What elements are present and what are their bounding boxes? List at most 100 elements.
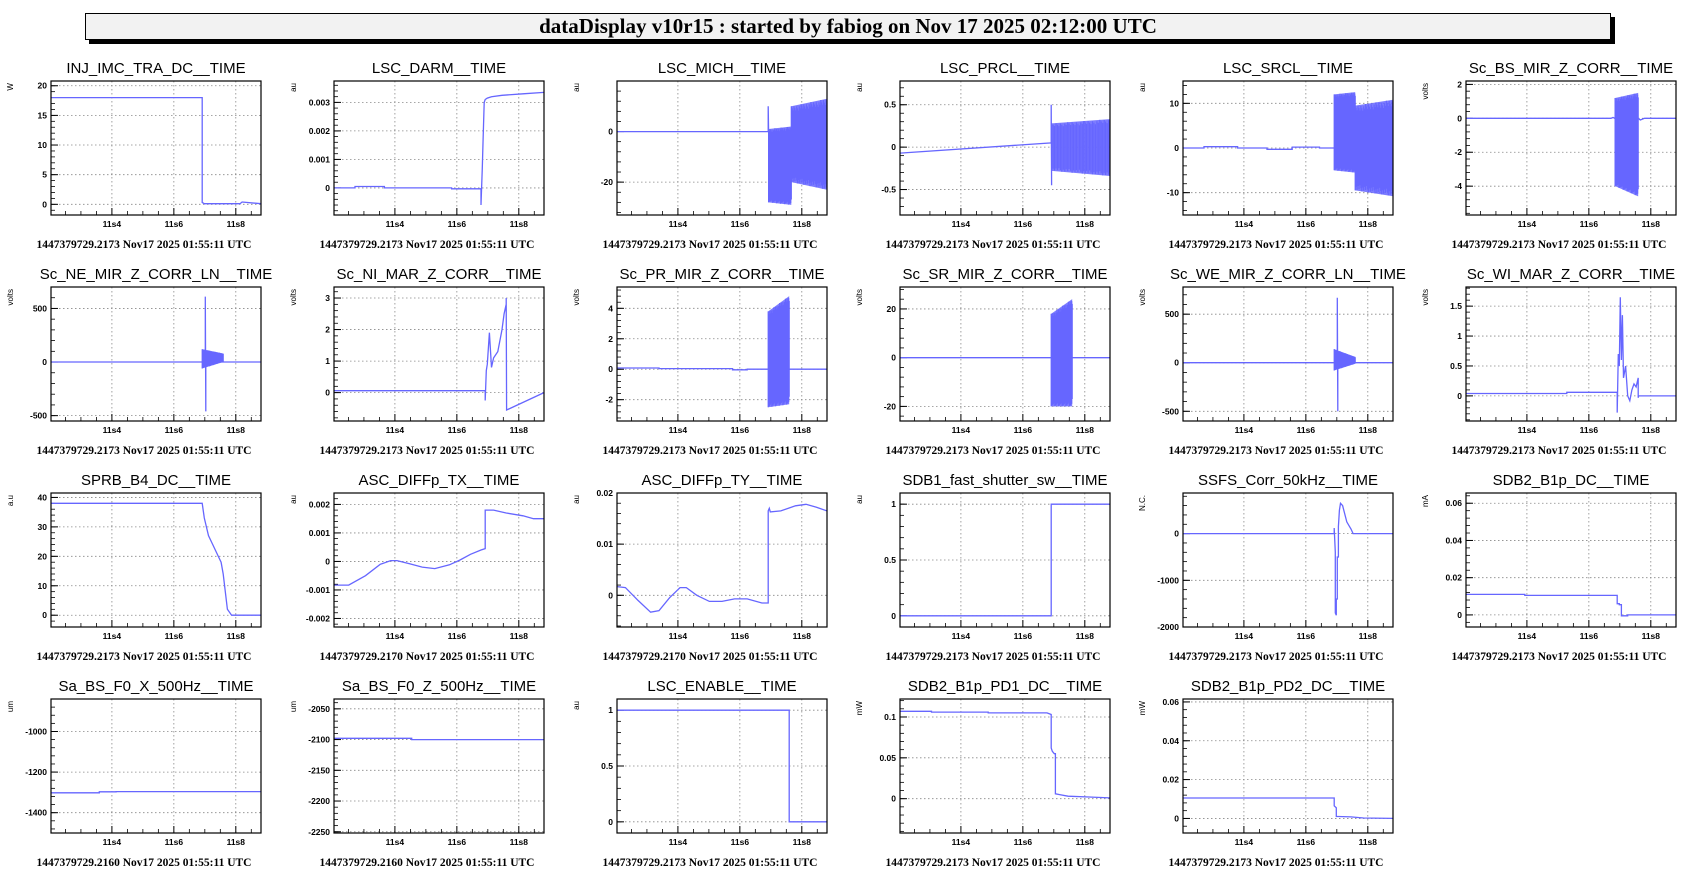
plot-frame <box>50 492 262 628</box>
series-group <box>1466 593 1676 617</box>
y-axis-label: volts <box>1421 289 1430 305</box>
y-tick-label: -500 <box>1162 406 1179 416</box>
x-tick-label: 11s4 <box>386 425 405 435</box>
x-tick-label: 11s4 <box>669 425 688 435</box>
x-tick-label: 11s6 <box>165 425 184 435</box>
y-axis-label: au <box>289 495 298 504</box>
plot-panel: ASC_DIFFp_TX__TIME au -0.002 -0.001 0 0.001 0.… <box>283 456 566 663</box>
y-tick-label: 0.5 <box>601 761 613 771</box>
x-tick-label: 11s4 <box>386 219 405 229</box>
series-group <box>1183 297 1393 412</box>
y-tick-label: 0 <box>1174 358 1179 368</box>
series-line <box>1183 297 1393 412</box>
y-tick-label: 0 <box>1457 610 1462 620</box>
x-tick-label: 11s6 <box>448 837 467 847</box>
y-tick-label: 4 <box>608 303 613 313</box>
y-tick-label: 0 <box>1457 391 1462 401</box>
plot-footer-timestamp: 1447379729.2160 Nov17 2025 01:55:11 UTC <box>37 857 252 869</box>
series-group <box>617 98 827 205</box>
x-tick-label: 11s6 <box>1014 631 1033 641</box>
plot-frame <box>1182 492 1394 628</box>
series-band <box>768 126 792 205</box>
y-tick-label: 0.02 <box>596 488 613 498</box>
y-axis-label: a.u <box>6 495 15 506</box>
y-tick-label: -20 <box>884 401 897 411</box>
plot-panel: INJ_IMC_TRA_DC__TIME W 0 5 10 15 20 11s4 11s6 11s… <box>0 44 283 251</box>
plot-panel: SDB2_B1p_DC__TIME mA 0 0.02 0.04 0.06 11s4 11s6… <box>1415 456 1686 663</box>
plot-panel: LSC_MICH__TIME au -20 0 11s4 11s6 11s8 14473797… <box>566 44 849 251</box>
plot-title: Sc_PR_MIR_Z_CORR__TIME <box>619 266 824 283</box>
plot-footer-timestamp: 1447379729.2173 Nov17 2025 01:55:11 UTC <box>886 651 1101 663</box>
y-axis-label: au <box>855 83 864 92</box>
plot-panel: Sc_WE_MIR_Z_CORR_LN__TIME volts -500 0 500 11… <box>1132 250 1415 457</box>
plot-footer-timestamp: 1447379729.2170 Nov17 2025 01:55:11 UTC <box>320 651 535 663</box>
plot-footer-timestamp: 1447379729.2160 Nov17 2025 01:55:11 UTC <box>320 857 535 869</box>
x-tick-label: 11s6 <box>731 425 750 435</box>
series-line <box>1466 593 1676 617</box>
series-group <box>1466 297 1676 413</box>
y-tick-label: 2 <box>608 334 613 344</box>
y-tick-label: -2000 <box>1157 622 1179 632</box>
series-line <box>334 91 544 206</box>
y-tick-label: 0 <box>325 388 330 398</box>
series-line <box>1183 797 1393 820</box>
plot-title: LSC_MICH__TIME <box>658 60 786 77</box>
series-group <box>900 104 1110 186</box>
plot-frame <box>616 286 828 422</box>
plot-panel: Sc_BS_MIR_Z_CORR__TIME volts -4 -2 0 2 11s4 11s… <box>1415 44 1686 251</box>
x-tick-label: 11s8 <box>1642 219 1661 229</box>
x-tick-label: 11s4 <box>103 631 122 641</box>
plot-panel: SDB2_B1p_PD1_DC__TIME mW 0 0.05 0.1 11s4 11s6 1… <box>849 662 1132 869</box>
plot-panel: SDB1_fast_shutter_sw__TIME au 0 0.5 1 11s4 11s… <box>849 456 1132 663</box>
series-group <box>1466 92 1676 197</box>
plot-frame <box>616 80 828 216</box>
y-tick-label: 0 <box>1457 113 1462 123</box>
series-group <box>1183 501 1393 616</box>
plot-panel: ASC_DIFFp_TY__TIME au 0 0.01 0.02 11s4 11s6 11s… <box>566 456 849 663</box>
y-tick-label: 0 <box>608 590 613 600</box>
plot-title: LSC_DARM__TIME <box>372 60 506 77</box>
y-tick-label: 1 <box>1457 331 1462 341</box>
plot-svg: SPRB_B4_DC__TIME a.u 0 10 20 30 40 11s4 11s6 11s8… <box>6 472 262 663</box>
series-band <box>1051 119 1110 176</box>
x-tick-label: 11s8 <box>227 837 246 847</box>
plot-frame <box>333 492 545 628</box>
plot-footer-timestamp: 1447379729.2173 Nov17 2025 01:55:11 UTC <box>603 857 818 869</box>
plot-footer-timestamp: 1447379729.2173 Nov17 2025 01:55:11 UTC <box>37 445 252 457</box>
plot-footer-timestamp: 1447379729.2173 Nov17 2025 01:55:11 UTC <box>1169 857 1384 869</box>
x-tick-label: 11s8 <box>793 837 812 847</box>
plot-title: Sc_WI_MAR_Z_CORR__TIME <box>1467 266 1675 283</box>
y-axis-label: volts <box>289 289 298 305</box>
series-group <box>900 710 1110 799</box>
plot-title: ASC_DIFFp_TX__TIME <box>359 472 520 489</box>
x-tick-label: 11s4 <box>952 631 971 641</box>
x-tick-label: 11s4 <box>952 837 971 847</box>
plot-frame <box>1465 286 1677 422</box>
plot-title: SDB2_B1p_PD1_DC__TIME <box>908 678 1102 695</box>
plot-frame <box>333 80 545 216</box>
plot-title: SDB2_B1p_PD2_DC__TIME <box>1191 678 1385 695</box>
x-tick-label: 11s6 <box>165 837 184 847</box>
plot-footer-timestamp: 1447379729.2173 Nov17 2025 01:55:11 UTC <box>1169 239 1384 251</box>
y-tick-label: 0.04 <box>1162 736 1179 746</box>
x-tick-label: 11s6 <box>448 631 467 641</box>
y-tick-label: 2 <box>325 325 330 335</box>
y-tick-label: -1000 <box>25 726 47 736</box>
plot-frame <box>899 286 1111 422</box>
plot-frame <box>333 286 545 422</box>
y-tick-label: 0 <box>608 364 613 374</box>
plot-title: LSC_ENABLE__TIME <box>647 678 796 695</box>
y-tick-label: 20 <box>38 551 48 561</box>
x-tick-label: 11s4 <box>1235 631 1254 641</box>
y-tick-label: 0.001 <box>309 154 331 164</box>
y-tick-label: 0 <box>42 199 47 209</box>
series-group <box>334 737 544 741</box>
y-tick-label: 0 <box>891 611 896 621</box>
y-tick-label: 0 <box>891 353 896 363</box>
plot-title: ASC_DIFFp_TY__TIME <box>642 472 803 489</box>
